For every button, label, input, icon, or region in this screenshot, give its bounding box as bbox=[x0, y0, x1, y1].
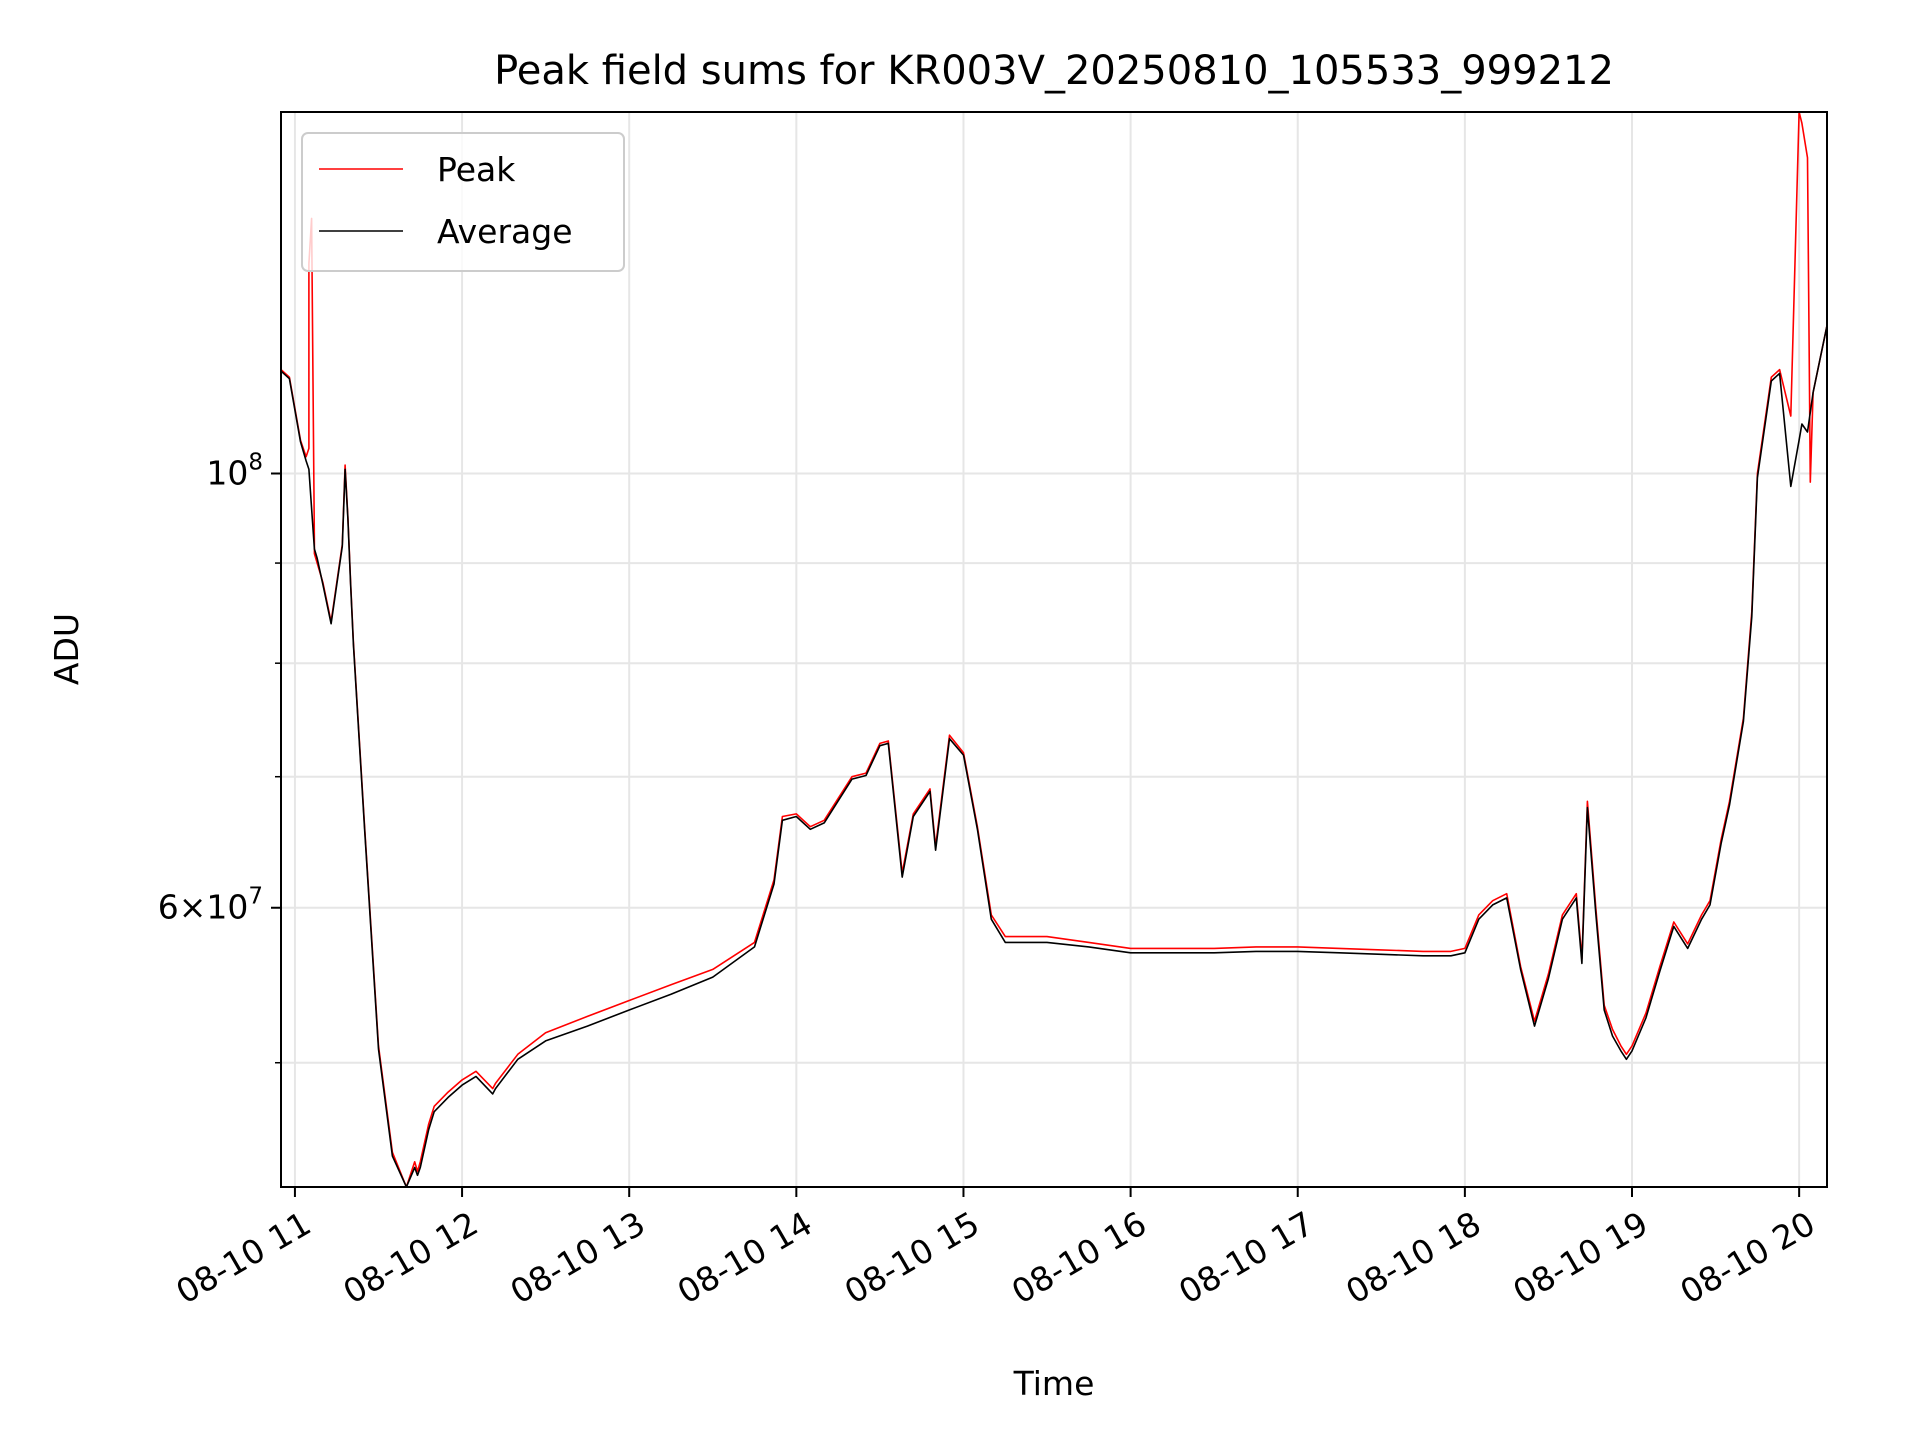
y-tick-label: 6×107 bbox=[158, 884, 263, 927]
y-tick-label: 108 bbox=[206, 450, 263, 493]
series-line-average bbox=[281, 325, 1827, 1187]
chart-title: Peak field sums for KR003V_20250810_1055… bbox=[494, 48, 1614, 94]
series-layer bbox=[281, 112, 1827, 1187]
y-axis: 108 6×107 bbox=[158, 450, 281, 1064]
x-axis-label: Time bbox=[1013, 1364, 1095, 1403]
y-axis-label: ADU bbox=[47, 613, 86, 685]
grid bbox=[281, 112, 1827, 1187]
legend-box bbox=[301, 132, 625, 272]
legend: Peak Average bbox=[301, 132, 625, 272]
legend-label-peak: Peak bbox=[437, 150, 516, 189]
plot-frame bbox=[280, 111, 1828, 1188]
legend-label-average: Average bbox=[437, 212, 573, 251]
